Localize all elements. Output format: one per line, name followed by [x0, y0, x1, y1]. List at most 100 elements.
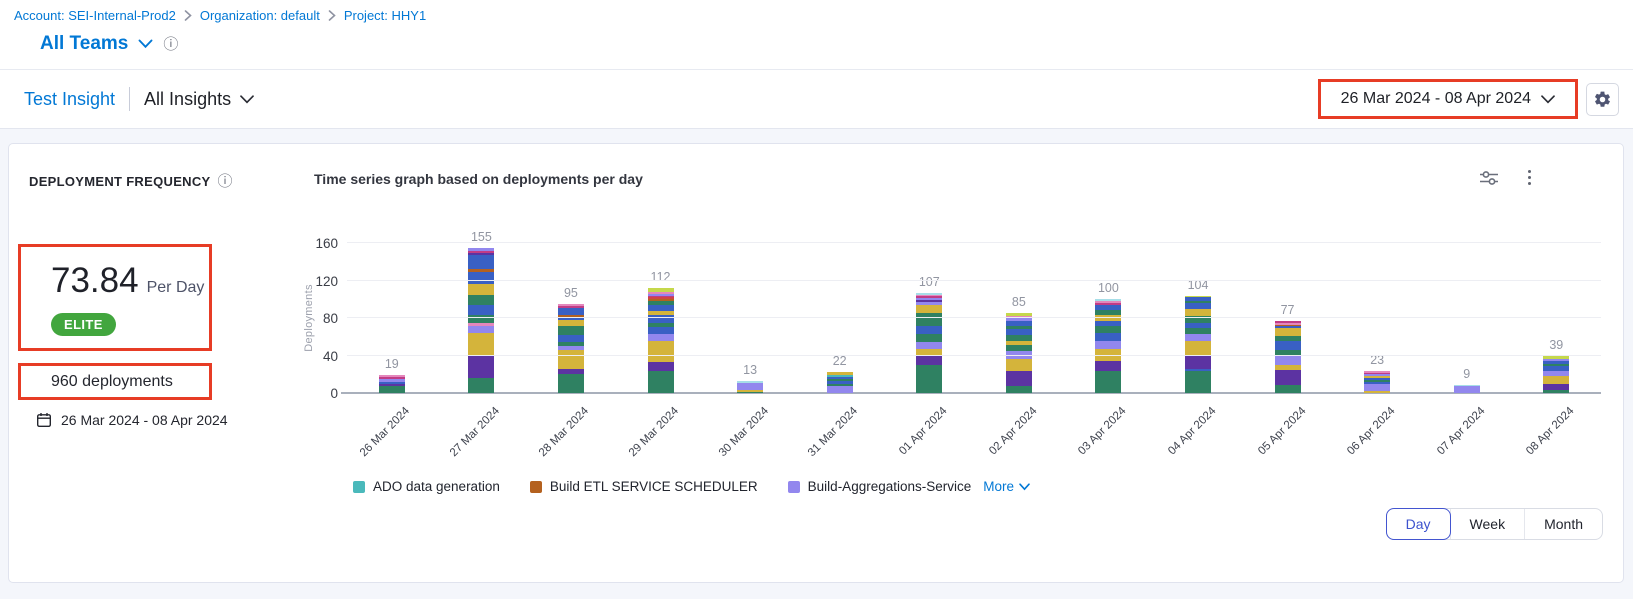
stacked-bar[interactable] — [468, 247, 495, 393]
bar-segment — [1543, 370, 1570, 377]
bar-segment — [557, 346, 584, 350]
x-axis-label: 29 Mar 2024 — [626, 405, 682, 460]
stacked-bar[interactable] — [737, 380, 764, 393]
stacked-bar[interactable] — [1364, 371, 1391, 393]
bar-total-label: 85 — [1011, 295, 1026, 310]
chart-panel: Time series graph based on deployments p… — [301, 144, 1611, 582]
bar-segment — [1364, 383, 1391, 392]
x-axis-label: 05 Apr 2024 — [1255, 405, 1309, 458]
bar-segment — [1095, 304, 1122, 310]
chevron-down-icon[interactable] — [138, 39, 153, 49]
team-selector[interactable]: All Teams ⓘ — [40, 33, 1633, 55]
widget-date-range: 26 Mar 2024 - 08 Apr 2024 — [36, 412, 228, 428]
x-axis-label: 08 Apr 2024 — [1524, 405, 1577, 458]
bar-segment — [1184, 316, 1211, 323]
gridline — [347, 354, 1601, 356]
stacked-bar[interactable] — [916, 292, 943, 393]
granularity-week[interactable]: Week — [1449, 509, 1525, 539]
bar-segment — [468, 325, 495, 333]
stacked-bar[interactable] — [1274, 320, 1301, 393]
x-axis-label-slot: 26 Mar 2024 — [347, 393, 437, 473]
breadcrumb-link[interactable]: Account: SEI-Internal-Prod2 — [14, 8, 176, 23]
bar-total-label: 13 — [743, 362, 758, 377]
bar-segment — [1543, 390, 1570, 393]
bar-segment — [378, 381, 405, 384]
bar-segment — [1095, 309, 1122, 316]
bar-segment — [1543, 359, 1570, 362]
breadcrumb-link[interactable]: Project: HHY1 — [343, 8, 427, 23]
bar-segment — [1184, 295, 1211, 298]
bar-segment — [468, 272, 495, 285]
x-axis-label-slot: 28 Mar 2024 — [526, 393, 616, 473]
bar-segment — [557, 319, 584, 326]
chevron-down-icon — [240, 94, 254, 104]
bar-segment — [647, 333, 674, 341]
bar-segment — [1453, 384, 1480, 387]
x-axis-label-slot: 30 Mar 2024 — [705, 393, 795, 473]
bar-segment — [1364, 391, 1391, 393]
main-content: DEPLOYMENT FREQUENCY ⓘ 73.84 Per Day ELI… — [0, 129, 1633, 599]
filter-sliders-icon[interactable] — [1478, 169, 1500, 187]
x-axis-label-slot: 03 Apr 2024 — [1064, 393, 1154, 473]
legend-items: ADO data generation Build ETL SERVICE SCH… — [353, 479, 971, 494]
bar-segment — [557, 368, 584, 375]
date-range-picker[interactable]: 26 Mar 2024 - 08 Apr 2024 — [1320, 82, 1575, 116]
stacked-bar[interactable] — [1184, 295, 1211, 393]
plot-area: Deployments 0 40 80 120 160 19 155 95 112 13 22 10… — [303, 230, 1601, 459]
granularity-month[interactable]: Month — [1524, 509, 1602, 539]
legend-item: Build ETL SERVICE SCHEDULER — [529, 479, 758, 494]
bar-total-label: 100 — [1097, 281, 1119, 296]
stacked-bar[interactable] — [826, 372, 853, 393]
stacked-bar[interactable] — [378, 375, 405, 393]
bar-segment — [737, 382, 764, 391]
team-selector-label[interactable]: All Teams — [40, 33, 129, 54]
stacked-bar[interactable] — [647, 288, 674, 393]
bar-segment — [557, 305, 584, 308]
info-icon[interactable]: ⓘ — [217, 173, 233, 190]
bar-segment — [647, 299, 674, 302]
bar-segment — [378, 383, 405, 387]
bar-segment — [468, 284, 495, 295]
bar-segment — [647, 322, 674, 328]
kebab-menu-icon[interactable] — [1526, 168, 1533, 187]
bar-segment — [826, 377, 853, 379]
bar-segment — [1184, 371, 1211, 393]
bar-segment — [1274, 369, 1301, 385]
stacked-bar[interactable] — [1453, 384, 1480, 393]
stacked-bar[interactable] — [1095, 299, 1122, 393]
bar-segment — [1005, 359, 1032, 371]
top-header: Account: SEI-Internal-Prod2 Organization:… — [0, 0, 1633, 69]
stacked-bar[interactable] — [1005, 313, 1032, 393]
x-axis-label: 28 Mar 2024 — [537, 405, 592, 460]
all-insights-dropdown[interactable]: All Insights — [144, 89, 254, 110]
bar-slot: 100 — [1064, 243, 1154, 393]
bar-slot: 155 — [437, 230, 527, 393]
bar-slot: 85 — [974, 243, 1064, 393]
bar-segment — [1274, 341, 1301, 350]
bar-segment — [1095, 340, 1122, 349]
breadcrumb-link[interactable]: Organization: default — [199, 8, 320, 23]
stacked-bar[interactable] — [1543, 356, 1570, 393]
bar-segment — [1184, 333, 1211, 341]
gridline — [347, 279, 1601, 281]
bar-segment — [916, 333, 943, 343]
legend-more-link[interactable]: More — [983, 479, 1030, 494]
widget-date-range-text: 26 Mar 2024 - 08 Apr 2024 — [61, 412, 228, 428]
insight-title-link[interactable]: Test Insight — [24, 88, 116, 109]
bar-segment — [647, 304, 674, 311]
settings-button[interactable] — [1586, 82, 1619, 116]
stacked-bar[interactable] — [557, 303, 584, 393]
bar-segment — [1274, 328, 1301, 336]
x-axis-label-slot: 29 Mar 2024 — [616, 393, 706, 473]
granularity-day[interactable]: Day — [1385, 508, 1451, 540]
date-range-value: 26 Mar 2024 - 08 Apr 2024 — [1340, 90, 1531, 107]
gridline — [347, 242, 1601, 243]
divider — [129, 87, 131, 111]
bar-segment — [1095, 333, 1122, 341]
bar-segment — [557, 307, 584, 316]
bar-slot: 19 — [347, 243, 437, 393]
bar-segment — [1364, 378, 1391, 380]
annotation-box-metric: 73.84 Per Day ELITE — [18, 244, 212, 351]
x-axis-label-slot: 01 Apr 2024 — [884, 393, 974, 473]
info-icon[interactable]: ⓘ — [163, 35, 179, 53]
